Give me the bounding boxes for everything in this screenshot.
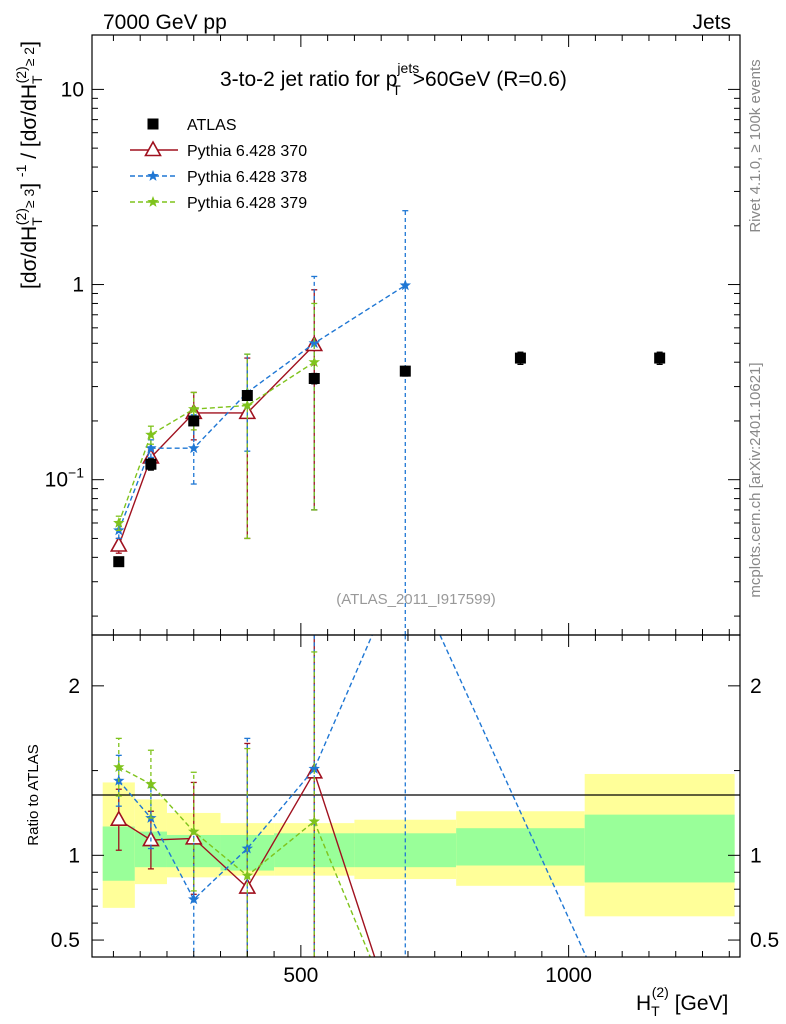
ratio-panel: 0.5 0.5 1 1 2 2 500 1000 (51, 634, 779, 987)
ratio-point (308, 815, 320, 827)
legend-label: Pythia 6.428 378 (187, 169, 307, 186)
legend-label: Pythia 6.428 379 (187, 195, 307, 212)
series-line (118, 344, 315, 546)
legend-marker (147, 170, 159, 181)
ratio-tick-label-left: 0.5 (51, 929, 80, 952)
series-pythia-6-428-370 (109, 289, 324, 554)
legend-entry: ATLAS (147, 117, 237, 134)
data-point (113, 517, 125, 528)
data-point (188, 415, 200, 427)
ratio-point (145, 778, 157, 789)
main-axis-ticks: 10−1 1 10 (45, 35, 740, 635)
data-point (145, 428, 157, 440)
series-line (118, 361, 315, 524)
ratio-point (113, 761, 125, 772)
legend-label: Pythia 6.428 370 (187, 143, 307, 160)
legend-label: ATLAS (187, 117, 237, 134)
ratio-line (118, 635, 588, 957)
ratio-tick-label-right: 2 (750, 675, 762, 698)
header-category-label: Jets (692, 11, 731, 34)
ratio-point (109, 810, 128, 827)
data-point (308, 337, 320, 349)
data-point (188, 403, 200, 414)
ratio-point (241, 869, 253, 881)
title-text-pre: 3-to-2 jet ratio for p (220, 68, 397, 91)
ratio-line (118, 770, 376, 957)
data-point (308, 373, 320, 385)
legend-marker (147, 196, 159, 207)
ratio-tick-label-right: 1 (750, 844, 762, 867)
data-point (241, 390, 253, 402)
data-point (241, 399, 253, 411)
x-tick-label: 500 (283, 964, 318, 987)
analysis-watermark: (ATLAS_2011_I917599) (336, 591, 496, 608)
data-point (145, 442, 157, 454)
main-y-axis-label: [dσ/dHT(2)≥ 3] -1 / [dσ/dHT(2)≥ 2] (13, 41, 45, 289)
ratio-tick-label-right: 0.5 (750, 929, 779, 952)
main-series-group (109, 210, 666, 636)
series-pythia-6-428-378 (113, 210, 411, 636)
mcplots-reference-label: mcplots.cern.ch [arXiv:2401.10621] (747, 362, 764, 597)
ratio-series-pythia-6-428-378 (113, 635, 588, 957)
y-tick-label: 1 (72, 274, 84, 297)
data-point (654, 352, 666, 364)
legend-marker (144, 140, 162, 157)
ratio-frame (91, 634, 741, 958)
ratio-point (188, 825, 200, 837)
data-point (514, 352, 526, 364)
legend-marker (147, 118, 159, 130)
rivet-version-label: Rivet 4.1.0, ≥ 100k events (747, 59, 764, 232)
data-point (399, 279, 411, 291)
ratio-band-inner (456, 828, 585, 866)
series-pythia-6-428-379 (113, 302, 320, 540)
title-superscript: jets (396, 60, 419, 76)
legend-entry: Pythia 6.428 379 (130, 195, 307, 212)
header-beam-label: 7000 GeV pp (103, 11, 227, 34)
main-panel: 10−1 1 10 3-to-2 jet ratio for pjets T >60Ge… (45, 34, 741, 636)
ratio-series-pythia-6-428-370 (109, 635, 376, 957)
data-point (113, 556, 125, 568)
ratio-series-group (109, 635, 588, 957)
chart-title: 3-to-2 jet ratio for pjets T >60GeV (R=0.6… (220, 60, 567, 98)
series-atlas (113, 351, 666, 568)
x-tick-label: 1000 (545, 964, 592, 987)
y-tick-label: 10−1 (45, 465, 85, 492)
data-point (188, 442, 200, 454)
ratio-line (118, 766, 371, 957)
title-subscript: T (392, 82, 401, 98)
y-tick-label: 10 (61, 78, 84, 101)
title-text-post: >60GeV (R=0.6) (413, 68, 567, 91)
data-point (109, 535, 128, 552)
x-axis-label: HT(2) [GeV] (636, 984, 728, 1019)
legend-entry: Pythia 6.428 370 (130, 140, 307, 160)
ratio-point (188, 893, 200, 905)
ratio-y-axis-label: Ratio to ATLAS (25, 744, 42, 845)
data-point (308, 356, 320, 368)
ratio-tick-label-left: 2 (68, 675, 80, 698)
ratio-band-inner (584, 814, 735, 883)
ratio-point (308, 762, 320, 774)
legend-entry: Pythia 6.428 378 (130, 169, 307, 186)
ratio-series-pythia-6-428-379 (113, 651, 371, 957)
legend: ATLAS Pythia 6.428 370 Pythia 6.428 378 Pyt… (130, 117, 307, 212)
data-point (399, 365, 411, 377)
ratio-tick-label-left: 1 (68, 844, 80, 867)
series-line (118, 284, 406, 531)
ratio-axis-ticks: 0.5 0.5 1 1 2 2 500 1000 (51, 635, 779, 987)
data-point (145, 458, 157, 470)
